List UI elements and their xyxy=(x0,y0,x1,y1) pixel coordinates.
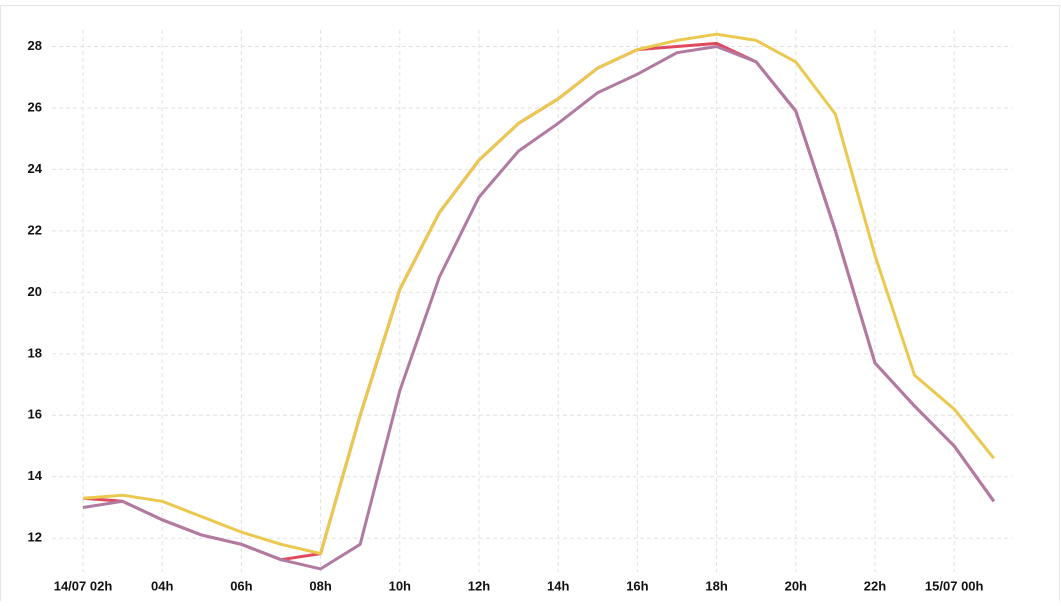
x-tick-label: 15/07 00h xyxy=(925,578,984,593)
y-tick-label: 18 xyxy=(28,345,42,360)
x-tick-label: 04h xyxy=(151,578,173,593)
x-tick-label: 20h xyxy=(785,578,807,593)
y-tick-label: 22 xyxy=(28,222,42,237)
x-tick-label: 16h xyxy=(626,578,648,593)
y-tick-label: 26 xyxy=(28,99,42,114)
series-line xyxy=(82,32,995,556)
y-tick-label: 20 xyxy=(28,284,42,299)
y-tick-label: 28 xyxy=(28,38,42,53)
y-tick-label: 14 xyxy=(28,468,43,483)
x-tick-label: 22h xyxy=(864,578,886,593)
x-tick-label: 10h xyxy=(389,578,411,593)
y-tick-label: 12 xyxy=(28,530,42,545)
y-tick-label: 24 xyxy=(28,161,43,176)
series-line xyxy=(82,45,996,571)
x-tick-label: 14h xyxy=(547,578,569,593)
chart-frame xyxy=(0,5,1060,606)
x-tick-label: 14/07 02h xyxy=(54,578,113,593)
x-tick-label: 06h xyxy=(230,578,252,593)
x-tick-label: 12h xyxy=(468,578,490,593)
x-tick-label: 08h xyxy=(309,578,331,593)
x-tick-label: 18h xyxy=(705,578,727,593)
y-tick-label: 16 xyxy=(28,407,42,422)
